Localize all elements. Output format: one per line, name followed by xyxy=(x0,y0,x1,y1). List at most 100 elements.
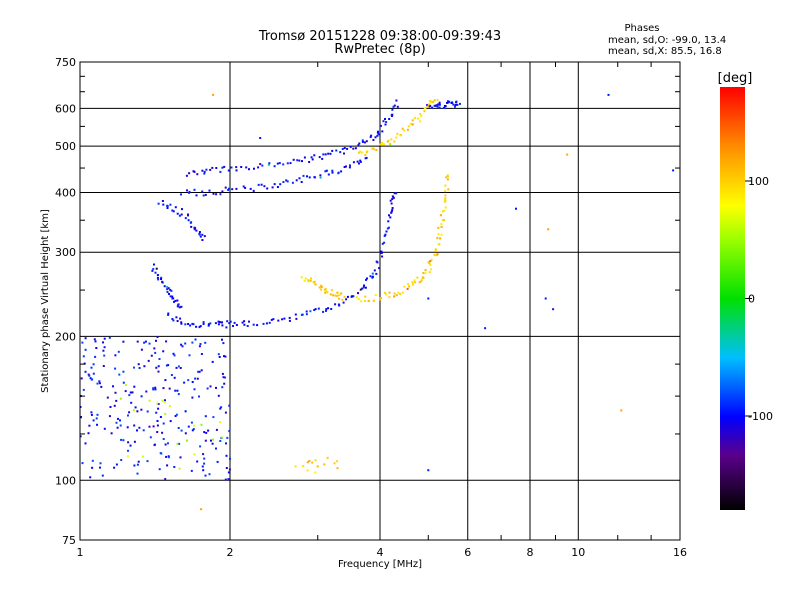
data-point xyxy=(191,396,194,399)
data-point xyxy=(102,365,105,367)
data-point xyxy=(199,325,202,328)
data-point xyxy=(216,460,219,463)
data-point xyxy=(312,280,315,283)
data-point xyxy=(341,298,344,301)
data-point xyxy=(118,373,121,376)
data-point xyxy=(176,299,179,302)
data-point xyxy=(325,169,328,172)
data-point xyxy=(166,205,169,208)
data-point xyxy=(190,469,193,472)
data-point xyxy=(167,313,170,316)
data-point xyxy=(444,194,447,197)
data-point xyxy=(140,395,143,398)
data-point xyxy=(174,389,177,392)
data-point xyxy=(278,162,281,165)
data-point xyxy=(244,186,247,189)
data-point xyxy=(222,376,225,379)
data-point xyxy=(144,340,147,343)
data-point xyxy=(366,277,368,280)
data-point xyxy=(389,143,392,146)
colorbar-tick-label: -100 xyxy=(748,410,773,423)
data-point xyxy=(352,295,355,298)
data-point xyxy=(407,283,410,285)
data-point xyxy=(149,436,152,439)
data-point xyxy=(212,416,215,419)
data-point xyxy=(324,291,327,294)
data-point xyxy=(170,374,173,376)
data-point xyxy=(224,411,227,414)
data-point xyxy=(108,336,111,339)
x-tick-label: 2 xyxy=(227,546,234,559)
data-point xyxy=(333,462,336,465)
data-point xyxy=(442,106,445,109)
data-point xyxy=(198,370,201,373)
data-point xyxy=(454,104,457,106)
data-point xyxy=(172,210,175,213)
data-point xyxy=(243,320,246,323)
data-point xyxy=(173,466,176,468)
data-point xyxy=(124,384,127,386)
data-point xyxy=(340,292,343,295)
data-point xyxy=(115,463,118,466)
data-point xyxy=(436,252,439,255)
data-point xyxy=(411,281,414,284)
data-point xyxy=(199,445,202,448)
data-point xyxy=(229,457,231,460)
data-point xyxy=(185,174,188,177)
data-point xyxy=(444,105,447,108)
data-point xyxy=(188,172,191,175)
data-point xyxy=(163,285,166,288)
data-point xyxy=(205,431,208,434)
data-point xyxy=(450,101,453,104)
data-point xyxy=(202,194,205,197)
data-point xyxy=(306,461,309,464)
data-point xyxy=(208,473,211,476)
data-point xyxy=(382,120,385,123)
data-point xyxy=(165,364,168,367)
data-point xyxy=(436,105,439,108)
data-point xyxy=(253,167,255,170)
data-point xyxy=(221,190,224,193)
data-point xyxy=(307,279,310,282)
data-point xyxy=(314,459,317,462)
data-point xyxy=(391,108,394,111)
data-point xyxy=(607,93,610,96)
data-point xyxy=(395,294,398,297)
data-point xyxy=(136,463,139,466)
data-point xyxy=(246,325,249,327)
data-point xyxy=(176,389,179,392)
data-point xyxy=(447,100,449,103)
data-point xyxy=(98,380,101,383)
data-point xyxy=(360,151,363,154)
data-point xyxy=(310,156,313,159)
data-point xyxy=(100,385,103,388)
data-point xyxy=(325,290,327,293)
data-point xyxy=(249,187,252,190)
data-point xyxy=(221,324,224,327)
data-point xyxy=(211,442,214,445)
data-point xyxy=(431,101,434,104)
data-point xyxy=(128,411,131,414)
data-point xyxy=(376,131,379,134)
data-point xyxy=(199,343,202,345)
data-point xyxy=(286,180,289,183)
data-point xyxy=(150,354,153,357)
data-point xyxy=(102,349,105,352)
data-point xyxy=(103,354,106,357)
data-point xyxy=(320,284,323,287)
data-point xyxy=(391,209,394,212)
data-point xyxy=(161,399,164,402)
data-point xyxy=(268,162,271,165)
data-point xyxy=(309,310,312,313)
data-point xyxy=(201,239,204,241)
data-point xyxy=(147,359,150,362)
data-point xyxy=(143,341,146,344)
data-point xyxy=(357,292,359,295)
data-point xyxy=(393,140,396,143)
data-point xyxy=(203,462,206,465)
data-point xyxy=(190,421,193,424)
data-point xyxy=(167,287,170,290)
data-point xyxy=(81,462,84,465)
data-point xyxy=(392,196,395,199)
